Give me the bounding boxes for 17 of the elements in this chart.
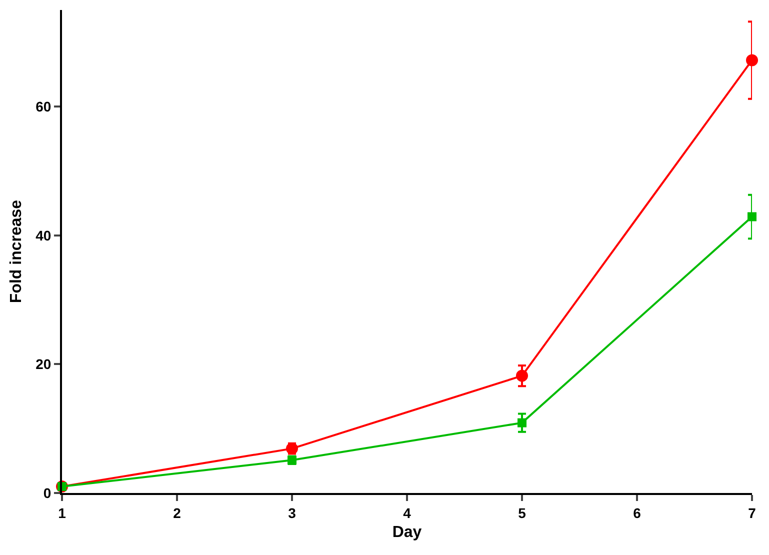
y-tick-label: 0 — [43, 484, 52, 501]
x-tick-label: 2 — [173, 504, 182, 521]
point — [516, 370, 528, 382]
x-axis-title: Day — [392, 524, 422, 541]
x-tick-label: 3 — [288, 504, 296, 521]
x-tick-label: 5 — [518, 504, 526, 521]
y-axis-title: Fold increase — [8, 200, 26, 304]
y-tick-label: 20 — [36, 356, 52, 372]
point — [518, 418, 526, 428]
point — [746, 54, 758, 66]
x-tick-label: 4 — [403, 504, 412, 521]
x-tick-label: 7 — [748, 504, 756, 521]
point — [748, 212, 756, 222]
x-tick-label: 1 — [58, 504, 66, 521]
y-tick-label: 40 — [36, 227, 52, 244]
y-tick-label: 60 — [36, 98, 52, 114]
x-tick-label: 6 — [633, 504, 642, 521]
